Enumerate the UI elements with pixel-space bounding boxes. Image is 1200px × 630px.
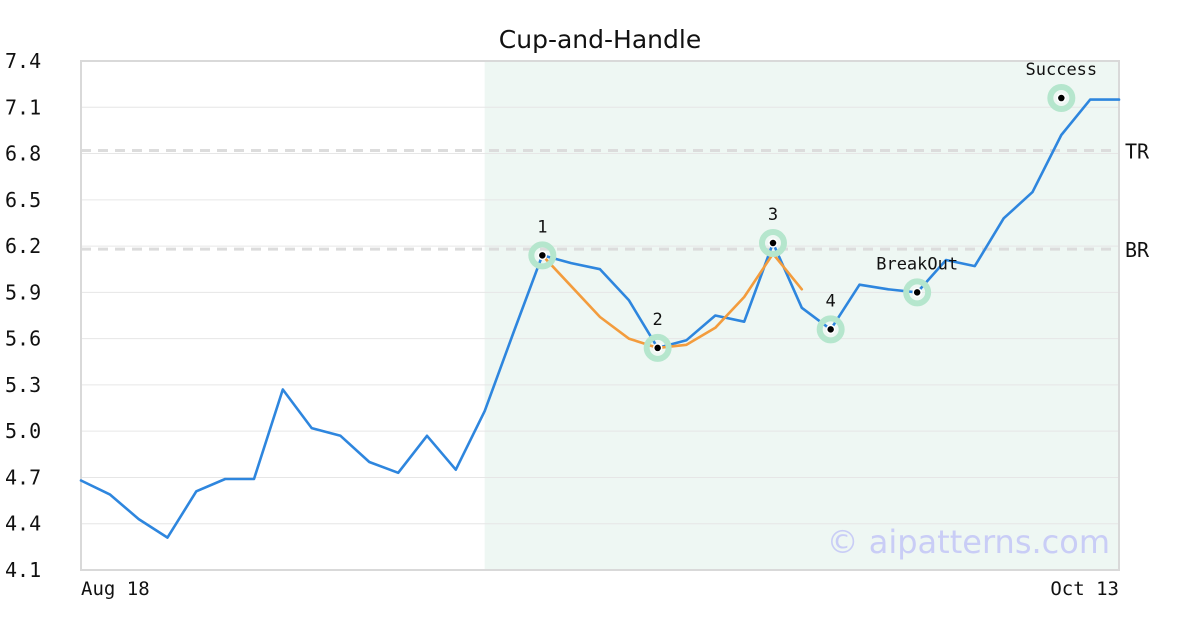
y-tick-label: 5.0 [5, 419, 41, 443]
y-tick-label: 7.4 [5, 49, 41, 73]
plot-frame [80, 60, 1120, 571]
point-marker [912, 287, 922, 298]
point-marker [652, 343, 663, 353]
grid-layer [81, 60, 1119, 571]
pattern-points-layer: 1 2 3 4 BreakOut Success [528, 60, 1098, 362]
chart-title: Cup-and-Handle [499, 25, 701, 54]
point-marker [537, 250, 548, 261]
point-marker-halo [528, 241, 557, 270]
watermark: © aipatterns.com [827, 523, 1110, 561]
highlight-region-layer [484, 61, 1120, 570]
point-label: 2 [653, 310, 663, 330]
price-line [79, 98, 1121, 539]
y-tick-label: 6.2 [5, 234, 41, 258]
point-label: 3 [768, 205, 778, 225]
y-tick-label: 6.8 [5, 142, 41, 166]
reference-line-label: TR [1125, 139, 1150, 163]
y-tick-label: 4.7 [5, 465, 41, 489]
y-tick-label: 5.3 [5, 373, 41, 397]
series-lines-layer [79, 98, 1121, 539]
y-tick-label: 6.5 [5, 188, 41, 212]
y-tick-label: 5.6 [5, 327, 41, 351]
highlight-region [484, 61, 1120, 570]
reference-line-label: BR [1125, 238, 1150, 262]
y-tick-label: 7.1 [5, 95, 41, 119]
point-marker-halo [1047, 84, 1076, 113]
point-marker [825, 324, 836, 335]
point-label: 4 [826, 291, 836, 311]
point-label: Success [1026, 60, 1098, 80]
y-tick-label: 4.1 [5, 558, 41, 582]
x-tick-label: Aug 18 [81, 578, 150, 600]
point-marker-halo [903, 278, 932, 307]
reference-lines-layer: TR BR [81, 139, 1150, 262]
x-tick-label: Oct 13 [1050, 578, 1119, 600]
y-tick-label: 5.9 [5, 280, 41, 304]
cup-fit-line [540, 252, 804, 350]
point-marker [768, 238, 778, 248]
point-label: 1 [537, 217, 547, 237]
point-marker [1056, 93, 1067, 103]
point-label: BreakOut [876, 254, 958, 274]
point-marker-halo [759, 229, 787, 258]
point-marker-halo [643, 333, 672, 362]
y-tick-label: 4.4 [5, 512, 41, 536]
tick-labels-layer: 7.4 7.1 6.8 6.5 6.2 5.9 5.6 5.3 5.0 4.7 4.4 4.1 Aug … [5, 49, 1119, 600]
point-marker-halo [816, 315, 845, 344]
